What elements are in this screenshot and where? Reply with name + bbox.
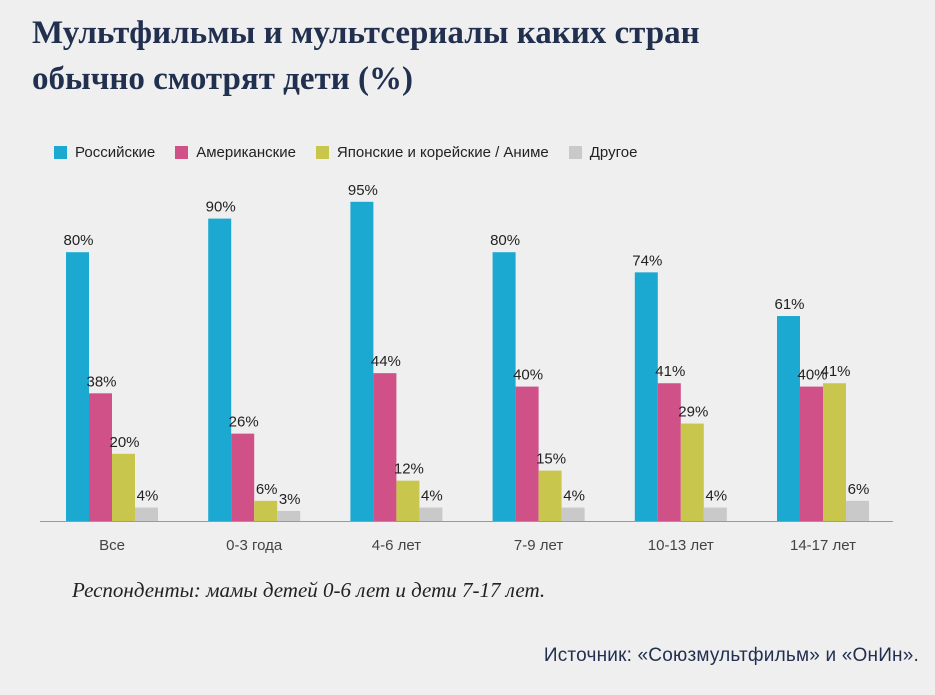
data-label-russian: 80% <box>63 232 93 249</box>
data-label-other: 4% <box>705 488 727 505</box>
bar-russian <box>492 252 516 521</box>
data-label-other: 4% <box>137 488 159 505</box>
data-label-anime: 6% <box>256 481 278 498</box>
legend-swatch-anime <box>315 146 329 159</box>
legend-item-russian: Российские <box>54 144 155 161</box>
data-label-russian: 74% <box>632 252 662 269</box>
bar-anime <box>112 453 135 521</box>
bar-anime <box>254 500 278 521</box>
data-label-other: 6% <box>848 481 870 498</box>
bar-anime <box>823 383 846 521</box>
x-tick-label: 4-6 лет <box>372 537 421 554</box>
bar-other <box>419 507 443 521</box>
legend-label-american: Американские <box>196 144 296 161</box>
bar-american <box>800 386 823 521</box>
data-label-other: 4% <box>421 488 443 505</box>
data-label-american: 26% <box>229 414 259 431</box>
data-label-russian: 90% <box>206 199 236 216</box>
legend-swatch-russian <box>54 146 67 159</box>
bar-russian <box>350 201 374 522</box>
x-tick-label: 7-9 лет <box>514 537 563 554</box>
data-label-russian: 61% <box>774 296 804 313</box>
bar-anime <box>680 423 704 521</box>
data-label-american: 38% <box>86 373 116 390</box>
bar-russian <box>208 218 232 521</box>
bar-anime <box>396 480 420 521</box>
x-tick-label: 14-17 лет <box>790 537 856 554</box>
bar-other <box>135 507 158 521</box>
legend-item-american: Американские <box>175 144 296 161</box>
bar-other <box>561 507 585 521</box>
data-label-american: 41% <box>655 363 685 380</box>
respondents-note: Респонденты: мамы детей 0-6 лет и дети 7… <box>72 578 546 602</box>
source-credit: Источник: «Союзмультфильм» и «ОнИн». <box>543 645 919 666</box>
x-tick-label: 10-13 лет <box>648 537 714 554</box>
data-label-other: 3% <box>279 491 301 508</box>
data-label-anime: 41% <box>820 363 850 380</box>
data-label-anime: 12% <box>394 461 424 478</box>
title-line-1: Мультфильмы и мультсериалы каких стран <box>32 15 700 51</box>
data-label-american: 40% <box>797 367 827 384</box>
legend-swatch-other <box>568 146 582 159</box>
x-tick-label: 0-3 года <box>226 537 283 554</box>
legend-item-other: Другое <box>568 144 638 161</box>
bar-russian <box>777 316 800 521</box>
bar-russian <box>66 252 89 521</box>
bar-anime <box>538 470 562 521</box>
title-line-2: обычно смотрят дети (%) <box>32 61 413 97</box>
bar-russian <box>634 272 658 521</box>
bar-other <box>277 510 301 521</box>
legend-label-other: Другое <box>589 144 638 161</box>
x-tick-label: Все <box>99 537 125 554</box>
data-label-other: 4% <box>563 488 585 505</box>
bar-other <box>846 500 869 521</box>
legend-item-anime: Японские и корейские / Аниме <box>315 144 549 161</box>
bar-american <box>657 383 681 521</box>
data-label-anime: 15% <box>536 451 566 468</box>
data-label-american: 44% <box>371 353 401 370</box>
data-label-russian: 95% <box>348 182 378 199</box>
bar-american <box>231 433 255 521</box>
legend: Российские Американские Японские и корей… <box>54 144 657 161</box>
legend-label-russian: Российские <box>75 144 156 161</box>
data-label-anime: 29% <box>678 404 708 421</box>
bar-american <box>89 393 112 521</box>
bar-american <box>515 386 539 521</box>
legend-label-anime: Японские и корейские / Аниме <box>336 144 549 161</box>
bar-american <box>373 373 397 521</box>
data-label-anime: 20% <box>109 434 139 451</box>
chart-title: Мультфильмы и мультсериалы каких стран о… <box>32 10 912 102</box>
bar-other <box>703 507 727 521</box>
data-label-russian: 80% <box>490 232 520 249</box>
legend-swatch-american <box>175 146 189 159</box>
data-label-american: 40% <box>513 367 543 384</box>
